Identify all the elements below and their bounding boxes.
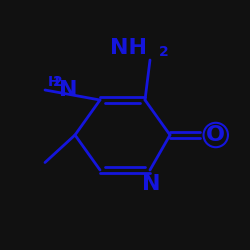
Text: 2: 2 <box>52 75 62 89</box>
Text: N: N <box>59 80 77 100</box>
Text: NH: NH <box>110 38 148 58</box>
Text: N: N <box>142 174 161 194</box>
Text: 2: 2 <box>159 45 168 59</box>
Text: H: H <box>48 75 59 89</box>
Text: O: O <box>206 125 225 145</box>
